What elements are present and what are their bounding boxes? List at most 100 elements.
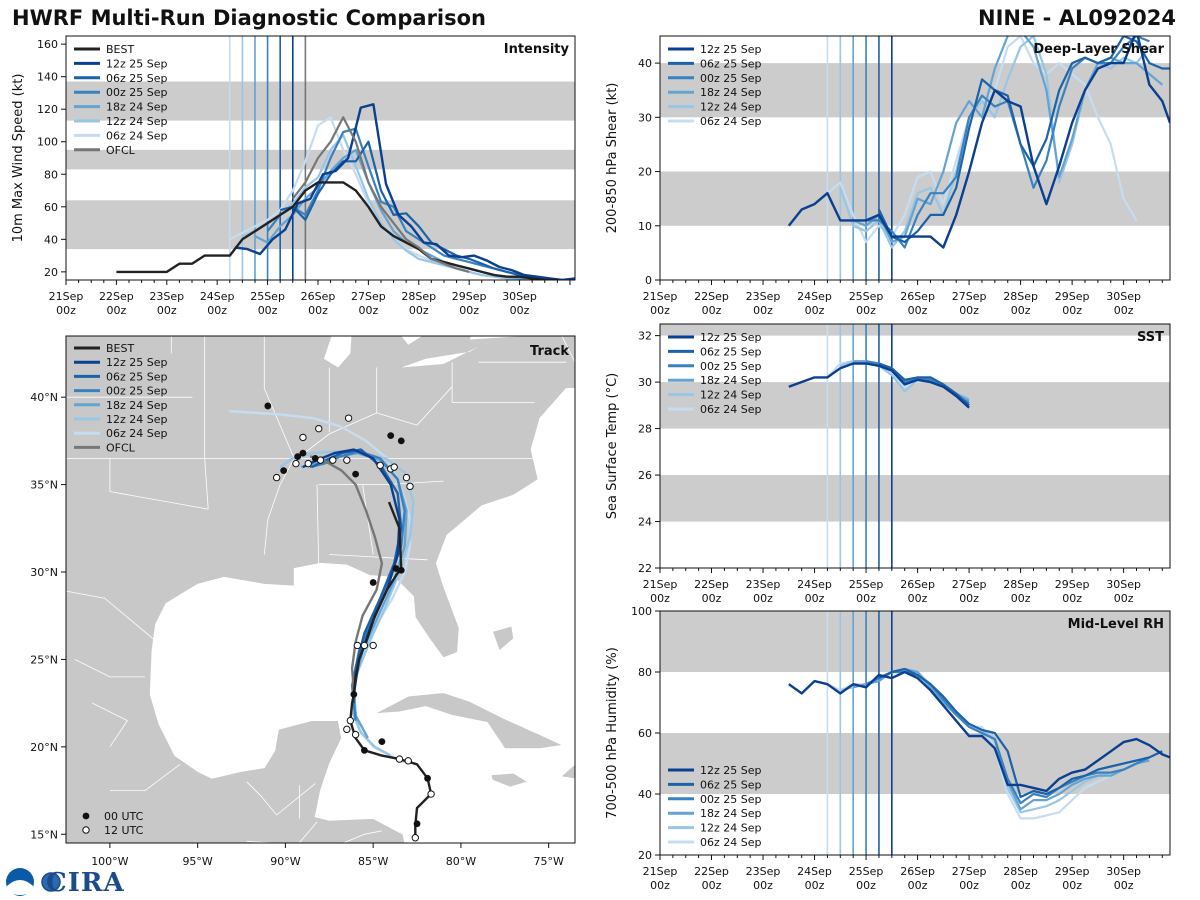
track-12utc-marker [376, 461, 384, 470]
sst-band-1 [660, 382, 1170, 429]
intensity-plot-area [66, 36, 575, 280]
border-line-10 [451, 362, 535, 403]
shear-xtick-date: 29Sep [1055, 290, 1090, 303]
track-xtick-label: 85°W [358, 855, 388, 868]
best-00utc-marker [392, 565, 400, 572]
sst-series-12z-25-sep [788, 362, 970, 409]
legend-label-18z-24-sep: 18z 24 Sep [106, 101, 168, 114]
intensity-ytick-label: 60 [44, 201, 58, 214]
shear-xtick-hour: 00z [650, 304, 670, 317]
track-ytick-label: 20°N [30, 741, 58, 754]
intensity-xtick-date: 25Sep [250, 290, 285, 303]
intensity-series-best [116, 181, 558, 280]
legend-label-best: BEST [106, 43, 134, 56]
legend-label-18z-24-sep: 18z 24 Sep [700, 807, 762, 820]
shear-xtick-date: 30Sep [1106, 290, 1141, 303]
sst-ytick-label: 28 [638, 423, 652, 436]
sst-xtick-date: 25Sep [849, 578, 884, 591]
border-line-23 [74, 659, 145, 678]
intensity-ytick-label: 120 [37, 103, 58, 116]
intensity-xtick-hour: 00z [258, 304, 278, 317]
intensity-series-12z-24-sep [242, 134, 545, 280]
track-00utc-marker [294, 453, 302, 461]
rh-xtick-date: 30Sep [1106, 865, 1141, 878]
cuba-land [374, 692, 565, 749]
intensity-xtick-date: 26Sep [301, 290, 336, 303]
intensity-ytick-label: 80 [44, 168, 58, 181]
legend-label-ofcl: OFCL [106, 441, 136, 454]
best-12utc-marker [411, 834, 419, 842]
rh-title: Mid-Level RH [1068, 617, 1164, 632]
track-line-ofcl [309, 455, 384, 691]
lake-michigan [324, 336, 352, 368]
legend-label-00z-25-sep: 00z 25 Sep [106, 385, 168, 398]
legend-label-06z-25-sep: 06z 25 Sep [700, 778, 762, 791]
best-00utc-marker [397, 566, 405, 574]
best-00utc-marker [424, 774, 431, 782]
track-12utc-marker [404, 757, 412, 765]
legend-label-18z-24-sep: 18z 24 Sep [700, 86, 762, 99]
sst-xtick-hour: 00z [1062, 592, 1082, 605]
shear-xtick-date: 22Sep [694, 290, 729, 303]
best-00utc-marker [350, 690, 358, 698]
rh-xtick-hour: 00z [1062, 879, 1082, 892]
sst-xtick-hour: 00z [1114, 592, 1134, 605]
intensity-xtick-hour: 00z [510, 304, 530, 317]
sst-ytick-label: 26 [638, 469, 652, 482]
sst-ytick-label: 24 [638, 516, 652, 529]
sst-xtick-date: 24Sep [797, 578, 832, 591]
rh-xtick-date: 22Sep [694, 865, 729, 878]
border-line-12 [66, 590, 160, 645]
rh-xtick-hour: 00z [753, 879, 773, 892]
rh-series-06z-25-sep [878, 667, 1163, 799]
sst-ytick-label: 30 [638, 376, 652, 389]
intensity-frame [65, 35, 576, 281]
border-line-2 [316, 484, 320, 566]
track-ytick-label: 25°N [30, 653, 58, 666]
sst-xtick-date: 23Sep [746, 578, 781, 591]
track-xtick-label: 90°W [270, 855, 300, 868]
rh-xtick-date: 26Sep [900, 865, 935, 878]
shear-xtick-date: 26Sep [900, 290, 935, 303]
border-line-1 [263, 336, 295, 555]
intensity-ylabel: 10m Max Wind Speed (kt) [11, 74, 26, 243]
sst-series-06z-25-sep [878, 362, 970, 407]
shear-xtick-hour: 00z [856, 304, 876, 317]
shear-xtick-hour: 00z [959, 304, 979, 317]
rh-xtick-hour: 00z [650, 879, 670, 892]
shear-xtick-hour: 00z [805, 304, 825, 317]
best-00utc-marker [378, 738, 386, 745]
track-12utc-marker [353, 641, 362, 650]
shear-ytick-label: 40 [638, 57, 652, 70]
track-12utc-marker [343, 456, 351, 464]
intensity-ytick-label: 140 [37, 71, 58, 84]
marker-legend-00utc: 00 UTC [104, 810, 144, 823]
legend-label-06z-25-sep: 06z 25 Sep [700, 345, 762, 358]
legend-label-06z-25-sep: 06z 25 Sep [106, 370, 168, 383]
intensity-series-ofcl [291, 116, 470, 273]
rh-band-1 [660, 611, 1170, 672]
legend-label-06z-25-sep: 06z 25 Sep [700, 57, 762, 70]
track-frame [65, 335, 576, 844]
rh-xtick-date: 28Sep [1003, 865, 1038, 878]
rh-plot-area [660, 611, 1170, 855]
rh-xtick-date: 24Sep [797, 865, 832, 878]
border-line-26 [561, 336, 575, 363]
track-map-area [66, 336, 575, 843]
legend-label-00z-25-sep: 00z 25 Sep [700, 360, 762, 373]
shear-ytick-label: 20 [638, 166, 652, 179]
track-xtick-label: 75°W [533, 855, 563, 868]
rh-xtick-date: 27Sep [952, 865, 987, 878]
border-line-22 [109, 763, 181, 791]
shear-plot-area [660, 36, 1170, 280]
intensity-xtick-hour: 00z [358, 304, 378, 317]
shear-xtick-hour: 00z [702, 304, 722, 317]
track-00utc-marker [264, 402, 272, 410]
sst-title: SST [1137, 330, 1164, 345]
sst-xtick-date: 28Sep [1003, 578, 1038, 591]
storm-id-title: NINE - AL092024 [978, 6, 1176, 30]
legend-label-00z-25-sep: 00z 25 Sep [700, 72, 762, 85]
